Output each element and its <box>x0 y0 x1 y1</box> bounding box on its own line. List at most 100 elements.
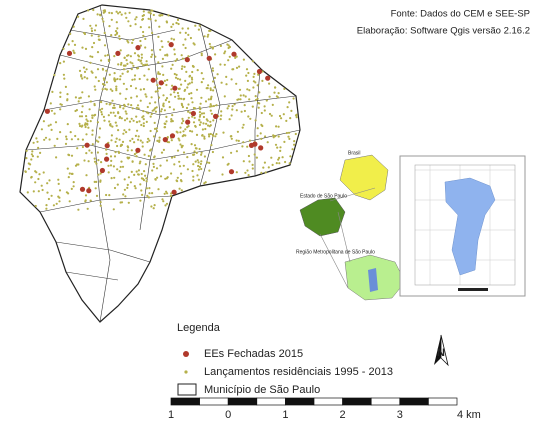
residential-point <box>93 160 97 163</box>
residential-point <box>35 137 38 140</box>
residential-point <box>81 105 84 108</box>
residential-point <box>248 98 251 101</box>
residential-point <box>139 99 142 102</box>
residential-point <box>91 71 94 74</box>
inset-maps: Brasil Estado de São Paulo Região Metrop… <box>296 150 526 301</box>
school-point <box>66 50 73 57</box>
residential-point <box>266 141 269 144</box>
legend-symbol <box>184 370 188 374</box>
residential-point <box>114 140 117 143</box>
residential-point <box>95 162 98 165</box>
residential-point <box>245 68 249 71</box>
residential-point <box>124 97 127 100</box>
residential-point <box>154 55 157 58</box>
residential-point <box>41 188 44 192</box>
residential-point <box>192 175 195 178</box>
residential-point <box>135 155 138 158</box>
residential-point <box>187 55 190 58</box>
residential-point <box>136 129 139 132</box>
residential-point <box>162 73 165 76</box>
residential-point <box>122 82 125 85</box>
residential-point <box>149 149 152 152</box>
residential-point <box>66 99 69 102</box>
residential-point <box>103 119 106 122</box>
residential-point <box>153 204 156 207</box>
residential-point <box>241 145 244 148</box>
residential-point <box>287 135 290 138</box>
residential-point <box>247 174 250 177</box>
residential-point <box>120 201 124 204</box>
residential-point <box>170 67 173 70</box>
residential-point <box>134 18 137 21</box>
residential-point <box>150 49 153 52</box>
residential-point <box>282 113 285 116</box>
residential-point <box>189 111 192 114</box>
residential-point <box>264 171 267 174</box>
residential-point <box>89 61 92 64</box>
residential-point <box>113 155 117 158</box>
residential-point <box>205 118 208 121</box>
residential-point <box>211 69 215 72</box>
residential-point <box>190 76 193 79</box>
residential-point <box>137 173 140 176</box>
residential-point <box>285 131 288 135</box>
scale-segment <box>370 397 401 406</box>
residential-point <box>285 119 288 122</box>
residential-point <box>288 101 291 104</box>
residential-point <box>198 165 201 168</box>
residential-point <box>160 151 164 154</box>
residential-point <box>109 88 112 91</box>
residential-point <box>100 100 103 104</box>
residential-point <box>238 88 242 91</box>
residential-point <box>209 120 212 123</box>
residential-point <box>73 43 77 47</box>
residential-point <box>184 46 187 50</box>
residential-point <box>121 165 125 168</box>
residential-point <box>138 77 141 81</box>
residential-point <box>140 172 143 176</box>
residential-point <box>175 179 178 182</box>
residential-point <box>88 149 91 152</box>
residential-point <box>94 187 97 190</box>
legend-item: EEs Fechadas 2015 <box>204 348 303 360</box>
residential-point <box>127 157 130 160</box>
residential-point <box>113 77 116 80</box>
residential-point <box>272 134 275 137</box>
residential-point <box>182 119 185 123</box>
residential-point <box>111 89 114 92</box>
residential-point <box>111 125 114 128</box>
residential-point <box>277 135 280 138</box>
residential-point <box>112 111 115 114</box>
residential-point <box>98 136 101 139</box>
residential-point <box>109 124 112 127</box>
residential-point <box>199 121 202 124</box>
scale-segment <box>285 397 315 406</box>
residential-point <box>203 137 206 140</box>
residential-point <box>235 139 238 142</box>
residential-point <box>36 140 39 143</box>
residential-point <box>118 35 121 38</box>
residential-point <box>147 196 150 199</box>
residential-point <box>289 117 292 120</box>
residential-point <box>204 100 208 103</box>
residential-point <box>165 115 168 118</box>
residential-point <box>188 82 191 85</box>
residential-point <box>162 102 165 105</box>
residential-point <box>62 73 65 76</box>
residential-point <box>258 91 261 94</box>
residential-point <box>92 8 95 12</box>
residential-point <box>207 84 210 87</box>
residential-point <box>242 58 245 61</box>
residential-point <box>127 20 130 23</box>
residential-point <box>88 108 91 111</box>
residential-point <box>146 194 149 197</box>
residential-point <box>45 207 48 210</box>
residential-point <box>198 119 201 122</box>
residential-point <box>105 148 108 151</box>
residential-point <box>243 104 246 107</box>
residential-point <box>130 149 133 152</box>
residential-point <box>238 65 241 68</box>
residential-point <box>123 119 127 122</box>
residential-point <box>93 157 96 160</box>
residential-point <box>213 76 216 79</box>
